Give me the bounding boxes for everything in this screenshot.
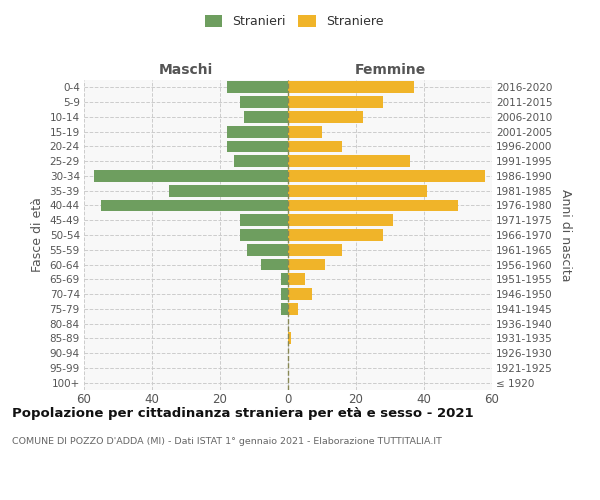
Bar: [247, 244, 288, 256]
Bar: [288, 200, 458, 211]
Bar: [241, 96, 288, 108]
Legend: Stranieri, Straniere: Stranieri, Straniere: [201, 11, 387, 32]
Bar: [281, 288, 288, 300]
Bar: [288, 126, 322, 138]
Bar: [288, 214, 394, 226]
Bar: [233, 156, 288, 167]
Bar: [288, 185, 427, 196]
Bar: [227, 126, 288, 138]
Bar: [227, 140, 288, 152]
Bar: [288, 258, 325, 270]
Bar: [288, 274, 305, 285]
Bar: [281, 274, 288, 285]
Bar: [227, 82, 288, 94]
Bar: [281, 303, 288, 314]
Bar: [288, 82, 414, 94]
Bar: [241, 229, 288, 241]
Bar: [288, 170, 485, 182]
Bar: [288, 288, 312, 300]
Bar: [288, 303, 298, 314]
Bar: [288, 111, 363, 123]
Text: Maschi: Maschi: [159, 64, 213, 78]
Bar: [101, 200, 288, 211]
Text: Popolazione per cittadinanza straniera per età e sesso - 2021: Popolazione per cittadinanza straniera p…: [12, 408, 473, 420]
Bar: [288, 140, 343, 152]
Bar: [241, 214, 288, 226]
Bar: [94, 170, 288, 182]
Bar: [169, 185, 288, 196]
Bar: [261, 258, 288, 270]
Text: COMUNE DI POZZO D'ADDA (MI) - Dati ISTAT 1° gennaio 2021 - Elaborazione TUTTITAL: COMUNE DI POZZO D'ADDA (MI) - Dati ISTAT…: [12, 438, 442, 446]
Text: Femmine: Femmine: [355, 64, 425, 78]
Y-axis label: Anni di nascita: Anni di nascita: [559, 188, 572, 281]
Y-axis label: Fasce di età: Fasce di età: [31, 198, 44, 272]
Bar: [288, 229, 383, 241]
Bar: [244, 111, 288, 123]
Bar: [288, 332, 292, 344]
Bar: [288, 156, 410, 167]
Bar: [288, 96, 383, 108]
Bar: [288, 244, 343, 256]
